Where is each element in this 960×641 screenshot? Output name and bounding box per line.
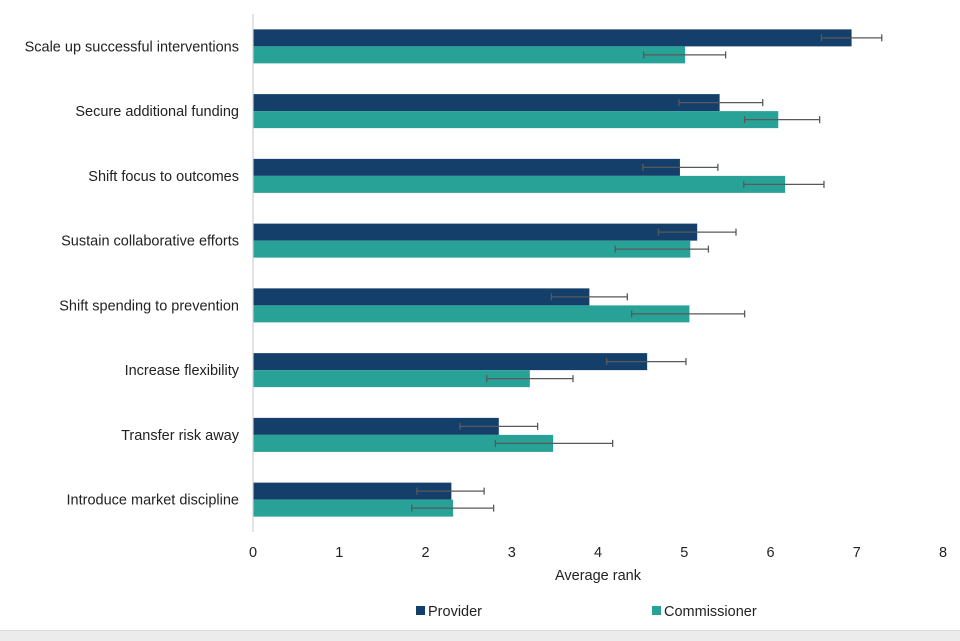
category-label: Secure additional funding [75, 104, 239, 120]
x-tick-label: 6 [766, 545, 774, 561]
category-label: Shift focus to outcomes [88, 169, 239, 185]
legend-item-commissioner: Commissioner [652, 604, 757, 620]
x-tick-label: 4 [594, 545, 602, 561]
bar-provider [253, 288, 590, 306]
error-bar-provider [642, 163, 719, 171]
error-bar-commissioner [743, 116, 821, 124]
category-label: Increase flexibility [125, 363, 240, 379]
bar-commissioner [253, 370, 530, 388]
legend-label: Provider [428, 604, 482, 620]
bar-provider [253, 223, 698, 241]
category-label: Shift spending to prevention [59, 298, 239, 314]
bottom-strip [0, 630, 960, 641]
error-bar-commissioner [630, 310, 746, 318]
error-bar-commissioner [743, 180, 825, 188]
error-bar-provider [657, 228, 737, 236]
error-bar-commissioner [486, 375, 574, 383]
bar-provider [253, 417, 499, 435]
bar-commissioner [253, 240, 691, 258]
bar-commissioner [253, 175, 786, 193]
bar-commissioner [253, 305, 690, 323]
bar-commissioner [253, 46, 686, 64]
error-bar-provider [820, 34, 883, 42]
x-tick-label: 1 [335, 545, 343, 561]
bar-commissioner [253, 111, 779, 129]
x-tick-label: 3 [508, 545, 516, 561]
error-bar-provider [678, 99, 764, 107]
bar-provider [253, 158, 680, 176]
x-tick-label: 5 [680, 545, 688, 561]
bar-commissioner [253, 434, 554, 452]
bar-provider [253, 482, 452, 500]
error-bar-commissioner [494, 439, 614, 447]
x-tick-label: 8 [939, 545, 947, 561]
legend-item-provider: Provider [416, 604, 482, 620]
category-label: Introduce market discipline [67, 493, 239, 509]
error-bars-layer [411, 34, 883, 512]
legend-label: Commissioner [664, 604, 757, 620]
bar-provider [253, 94, 720, 112]
category-label: Sustain collaborative efforts [61, 234, 239, 250]
bar-provider [253, 353, 648, 371]
x-axis-title: Average rank [555, 568, 642, 584]
category-labels: Scale up successful interventions Secure … [25, 39, 240, 508]
legend-swatch [416, 606, 425, 615]
error-bar-commissioner [411, 504, 495, 512]
x-tick-label: 2 [421, 545, 429, 561]
error-bar-provider [459, 422, 539, 430]
bars-layer [253, 29, 852, 517]
error-bar-commissioner [614, 245, 710, 253]
legend: Provider Commissioner [416, 604, 757, 620]
x-tick-labels: 0 1 2 3 4 5 6 7 8 [249, 545, 947, 561]
x-tick-label: 0 [249, 545, 257, 561]
error-bar-provider [416, 487, 485, 495]
error-bar-provider [605, 358, 687, 366]
x-tick-label: 7 [853, 545, 861, 561]
bar-provider [253, 29, 852, 47]
legend-swatch [652, 606, 661, 615]
category-label: Scale up successful interventions [25, 39, 239, 55]
error-bar-provider [550, 293, 628, 301]
error-bar-commissioner [643, 51, 727, 59]
bar-commissioner [253, 499, 454, 517]
category-label: Transfer risk away [121, 428, 240, 444]
